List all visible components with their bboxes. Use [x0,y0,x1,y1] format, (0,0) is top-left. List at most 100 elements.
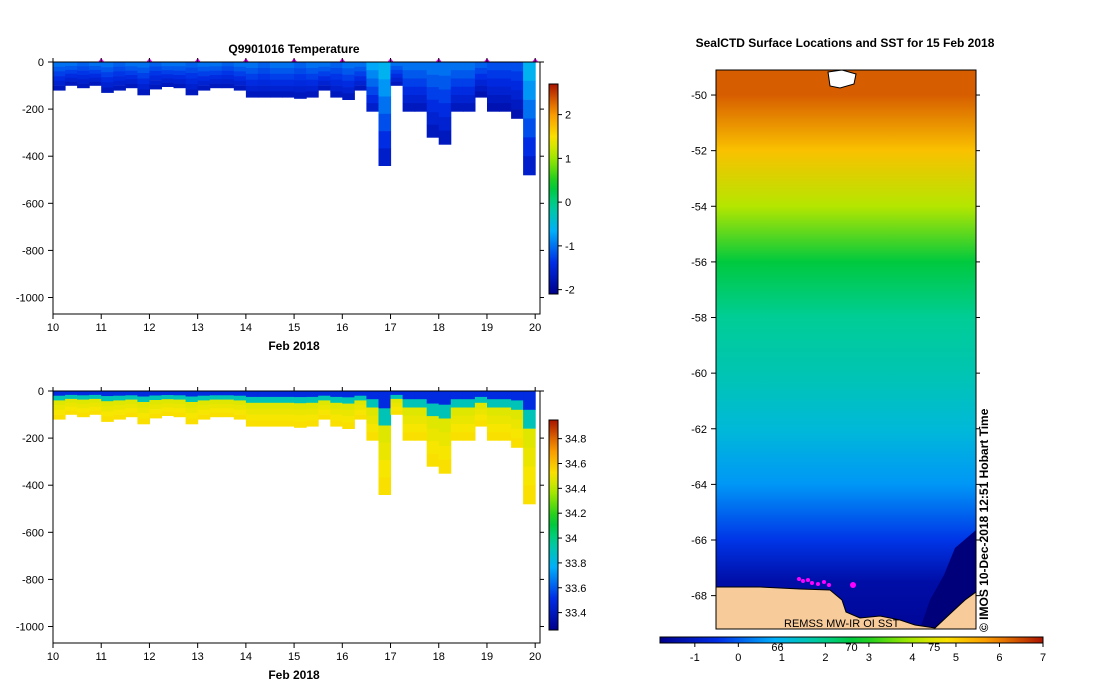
profile-cell [499,424,512,433]
profile-cell [390,77,404,82]
x-tick-label: 17 [384,651,396,663]
lat-tick-label: -56 [691,257,707,269]
profile-cell [197,66,211,72]
profile-cell [487,78,500,87]
profile-cell [137,67,150,74]
profile-cell [294,409,307,416]
ctd-location [827,583,831,587]
profile-cell [185,418,199,425]
profile-cell [474,91,488,98]
profile-cell [101,62,114,68]
profile-cell [209,75,223,80]
profile-cell [414,95,428,104]
profile-cell [306,67,319,75]
profile-cell [173,408,187,413]
profile-cell [77,391,90,396]
profile-cell [450,424,464,433]
profile-cell [462,70,476,79]
profile-cell [185,402,199,408]
profile-cell [402,424,416,433]
profile-cell [221,408,235,413]
profile-cell [294,68,307,75]
profile-cell [294,92,307,99]
profile-cell [390,81,404,86]
profile-cell [523,137,536,157]
island-land [827,70,857,89]
profile-cell [438,130,452,145]
profile-cell [257,62,271,69]
profile-cell [161,62,175,67]
profile-cell [89,77,102,82]
profile-cell [330,67,343,75]
profile-cell [294,86,307,93]
x-tick-label: 19 [481,651,493,663]
profile-cell [245,391,259,398]
profile-cell [294,391,307,398]
profile-cell [245,408,259,415]
profile-cell [149,71,162,76]
profile-cell [487,95,500,104]
profile-cell [462,407,476,416]
profile-cell [306,79,319,86]
profile-cell [197,80,211,86]
profile-cell [511,419,524,429]
profile-cell [65,410,78,415]
x-tick-label: 13 [192,651,204,663]
profile-cell [294,415,307,422]
profile-cell [197,71,211,77]
profile-cell [487,399,500,408]
profile-cell [282,67,295,75]
profile-cell [390,410,404,415]
profile-cell [294,421,307,428]
profile-cell [53,395,66,401]
profile-cell [101,406,114,412]
profile-cell [462,86,476,96]
profile-cell [161,403,175,408]
profile-cell [113,76,126,82]
colorbar-tick-label: 33.4 [565,608,586,620]
profile-cell [137,413,150,419]
profile-cell [270,396,283,404]
profile-cell [209,66,223,71]
profile-cell [65,398,78,404]
profile-cell [342,74,355,82]
profile-cell [438,404,452,419]
profile-cell [53,80,66,86]
profile-cell [149,66,162,72]
profile-cell [366,86,379,96]
profile-cell [426,403,440,417]
lat-tick-label: -54 [691,201,707,213]
profile-cell [221,391,235,396]
profile-cell [523,62,536,82]
y-tick-label: -800 [22,574,44,586]
profile-cell [125,404,138,409]
profile-cell [282,402,295,409]
profile-cell [330,414,343,421]
profile-cell [450,415,464,425]
lat-tick-label: -64 [691,479,707,491]
profile-cell [462,103,476,112]
colorbar-tick-label: 1 [565,153,571,165]
profile-cell [511,428,524,439]
profile-cell [414,62,428,71]
profile-cell [474,396,488,404]
profile-cell [426,428,440,442]
profile-cell [462,391,476,400]
profile-cell [173,62,187,67]
profile-cell [354,391,367,396]
profile-cell [173,391,187,396]
profile-cell [499,432,512,441]
profile-cell [161,82,175,87]
profile-cell [77,399,90,405]
profile-cell [125,70,138,76]
antarctic-coast-land [716,586,976,629]
profile-cell [438,446,452,460]
profile-cell [77,404,90,409]
profile-cell [487,62,500,71]
profile-cell [294,397,307,404]
x-tick-label: 20 [529,651,541,663]
profile-cell [354,76,367,82]
profile-cell [414,424,428,433]
profile-cell [185,62,199,68]
